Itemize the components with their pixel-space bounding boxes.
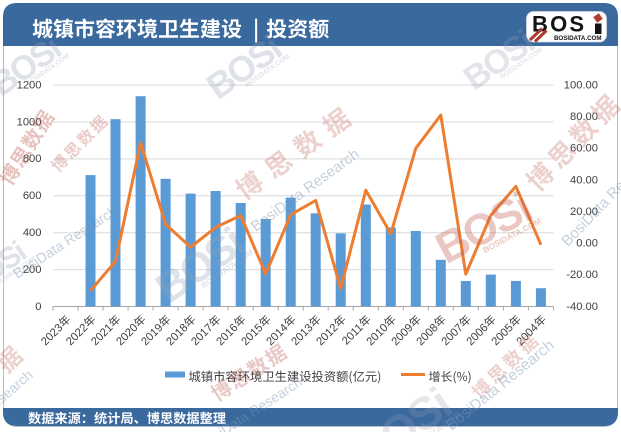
svg-text:0: 0 xyxy=(35,301,41,313)
svg-text:100.00: 100.00 xyxy=(564,79,598,91)
svg-text:60.00: 60.00 xyxy=(570,143,598,155)
svg-text:40.00: 40.00 xyxy=(570,174,598,186)
svg-text:1200: 1200 xyxy=(17,79,42,91)
svg-text:200: 200 xyxy=(23,264,42,276)
svg-text:BOS: BOS xyxy=(532,11,586,36)
svg-text:600: 600 xyxy=(23,190,42,202)
svg-text:-40.00: -40.00 xyxy=(566,301,598,313)
svg-text:80.00: 80.00 xyxy=(570,111,598,123)
svg-text:BOSIDATA.COM: BOSIDATA.COM xyxy=(554,35,602,42)
svg-text:20.00: 20.00 xyxy=(570,206,598,218)
svg-text:400: 400 xyxy=(23,227,42,239)
svg-text:-20.00: -20.00 xyxy=(566,269,598,281)
svg-text:0.00: 0.00 xyxy=(576,238,598,250)
